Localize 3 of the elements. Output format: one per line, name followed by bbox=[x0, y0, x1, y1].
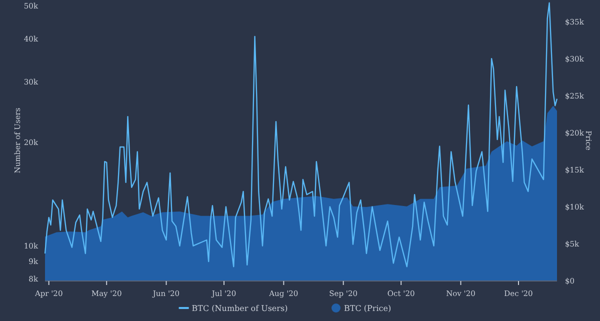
legend-label: BTC (Number of Users) bbox=[192, 304, 288, 313]
line-series bbox=[44, 2, 558, 268]
legend-label: BTC (Price) bbox=[344, 304, 392, 313]
